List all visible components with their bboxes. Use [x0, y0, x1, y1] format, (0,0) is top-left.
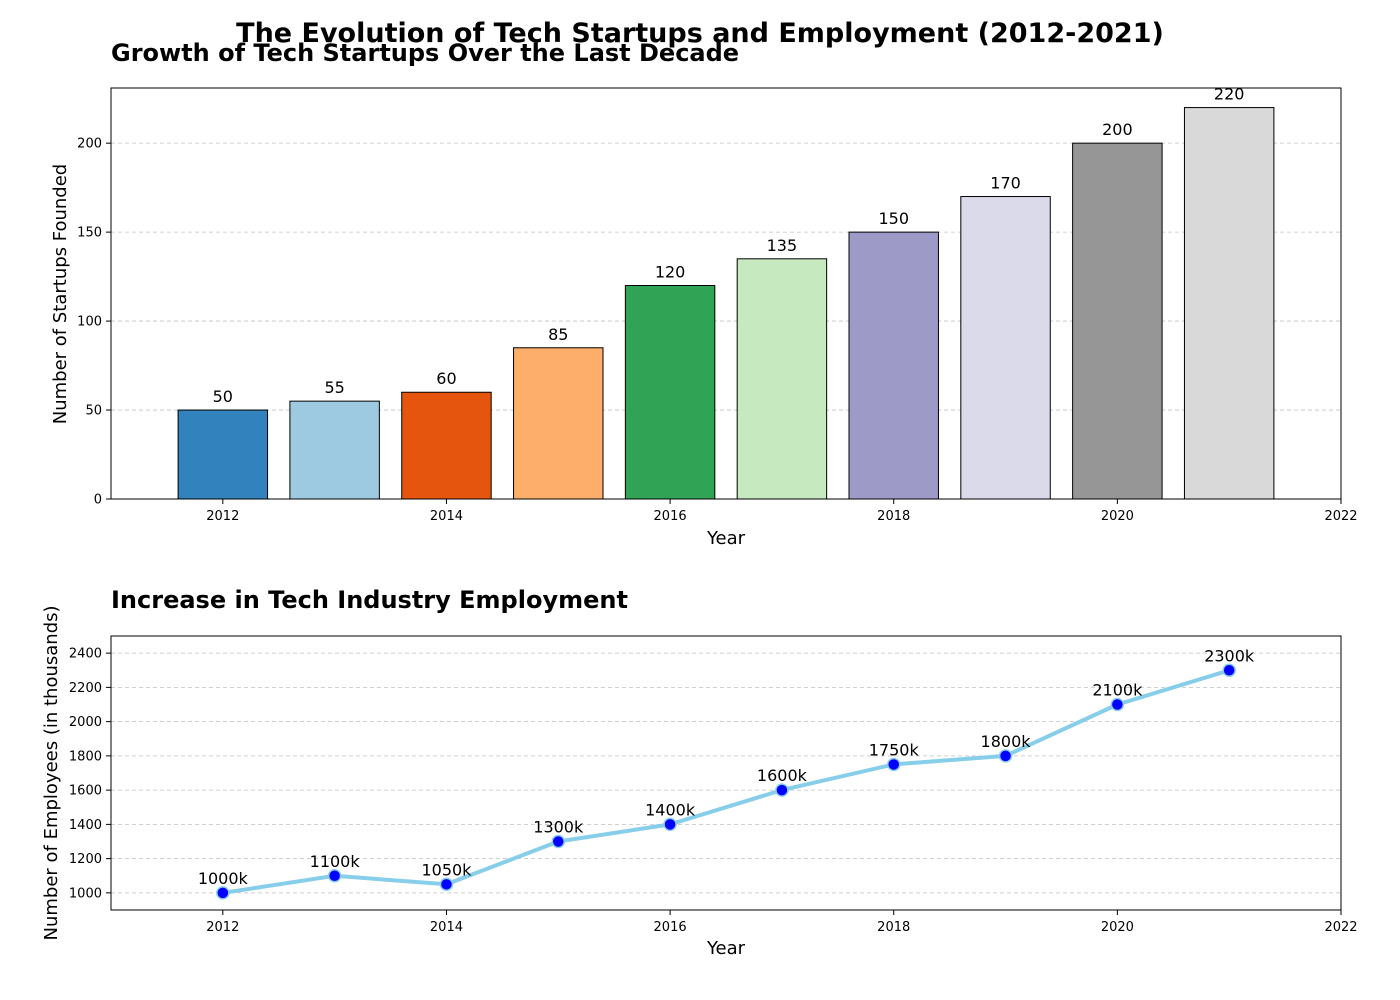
line-y-tick-label: 2200 [69, 681, 102, 696]
line-y-tick-label: 1200 [69, 852, 102, 867]
line-x-tick-label: 2022 [1324, 920, 1357, 935]
point-value-label: 1300k [533, 818, 584, 837]
bar-value-label: 60 [436, 369, 456, 388]
bar-x-tick-label: 2018 [877, 509, 910, 524]
line-chart-frame [110, 635, 1342, 911]
line-x-tick-label: 2020 [1101, 920, 1134, 935]
point-value-label: 1100k [310, 852, 361, 871]
bar-y-tick-label: 100 [77, 315, 102, 330]
bar-chart-y-ticks: 0 50 100 150 200 [77, 137, 111, 508]
point-2016 [663, 817, 677, 832]
bar-chart-title: Growth of Tech Startups Over the Last De… [111, 39, 739, 67]
point-value-label: 2100k [1092, 681, 1143, 700]
bar-chart-bars [177, 107, 1275, 500]
point-2018 [886, 757, 901, 772]
line-y-tick-label: 1600 [69, 784, 102, 799]
bar-2017 [736, 258, 828, 500]
bar-y-tick-label: 50 [85, 404, 102, 419]
bar-chart-frame [110, 87, 1342, 500]
bar-x-tick-label: 2016 [654, 509, 687, 524]
line-chart-x-axis-title: Year [706, 938, 746, 959]
bar-value-label: 55 [324, 378, 344, 397]
bar-value-label: 150 [878, 209, 909, 228]
startups-bar-chart: Growth of Tech Startups Over the Last De… [50, 39, 1358, 549]
bar-y-tick-label: 150 [77, 226, 102, 241]
bar-chart-x-ticks: 2012 2014 2016 2018 2020 2022 [206, 499, 1358, 524]
point-value-label: 1000k [198, 869, 249, 888]
line-chart-y-ticks: 1000 1200 1400 1600 1800 2000 2200 2400 [69, 647, 111, 901]
line-chart-y-axis-title: Number of Employees (in thousands) [41, 605, 62, 940]
bar-2018 [848, 231, 939, 500]
bar-x-tick-label: 2014 [430, 509, 463, 524]
line-x-tick-label: 2018 [877, 920, 910, 935]
bar-2012 [177, 409, 269, 500]
line-y-tick-label: 1800 [69, 749, 102, 764]
figure-title: The Evolution of Tech Startups and Emplo… [236, 18, 1164, 49]
bar-2014 [401, 391, 492, 500]
point-value-label: 1600k [757, 766, 808, 785]
bar-chart-data-labels: 50 55 60 85 120 135 150 170 200 220 [213, 85, 1245, 406]
bar-y-tick-label: 0 [94, 493, 102, 508]
bar-chart-x-axis-title: Year [706, 528, 746, 549]
line-x-tick-label: 2016 [654, 920, 687, 935]
point-2013 [327, 869, 342, 883]
employment-line-chart: Increase in Tech Industry Employment 100… [41, 586, 1358, 959]
line-y-tick-label: 1000 [69, 886, 102, 901]
bar-2019 [960, 196, 1051, 500]
line-chart-x-ticks: 2012 2014 2016 2018 2020 2022 [206, 910, 1358, 935]
line-chart-gridlines [111, 652, 1341, 894]
bar-value-label: 170 [990, 174, 1021, 193]
bar-value-label: 50 [213, 387, 233, 406]
point-2021 [1222, 663, 1236, 677]
line-x-tick-label: 2012 [206, 920, 239, 935]
bar-2013 [289, 400, 380, 500]
bar-chart-y-axis-title: Number of Startups Founded [50, 164, 71, 424]
line-chart-data-labels: 1000k 1100k 1050k 1300k 1400k 1600k 1750k 1800k… [198, 646, 1255, 888]
bar-2016 [624, 284, 716, 500]
point-value-label: 2300k [1204, 646, 1255, 665]
point-value-label: 1750k [869, 740, 920, 759]
bar-2020 [1072, 142, 1163, 500]
point-2012 [216, 886, 230, 900]
bar-2015 [513, 347, 604, 500]
line-y-tick-label: 2000 [69, 715, 102, 730]
point-2017 [775, 783, 789, 797]
point-value-label: 1800k [981, 732, 1032, 751]
bar-x-tick-label: 2022 [1324, 509, 1357, 524]
employment-line [222, 668, 1230, 895]
line-y-tick-label: 2400 [69, 647, 102, 662]
bar-x-tick-label: 2012 [206, 509, 239, 524]
point-value-label: 1400k [645, 800, 696, 819]
line-chart-series [216, 663, 1236, 900]
bar-x-tick-label: 2020 [1101, 509, 1134, 524]
point-2015 [551, 834, 566, 849]
line-y-tick-label: 1400 [69, 818, 102, 833]
point-value-label: 1050k [421, 860, 472, 879]
point-2019 [998, 749, 1013, 763]
bar-value-label: 135 [767, 236, 798, 255]
bar-value-label: 120 [655, 262, 686, 281]
point-2020 [1110, 697, 1125, 712]
bar-value-label: 85 [548, 325, 568, 344]
point-2014 [439, 877, 454, 892]
line-chart-title: Increase in Tech Industry Employment [111, 586, 628, 614]
line-x-tick-label: 2014 [430, 920, 463, 935]
bar-2021 [1183, 107, 1275, 500]
bar-y-tick-label: 200 [77, 137, 102, 152]
bar-value-label: 200 [1102, 120, 1133, 139]
bar-value-label: 220 [1214, 85, 1245, 104]
